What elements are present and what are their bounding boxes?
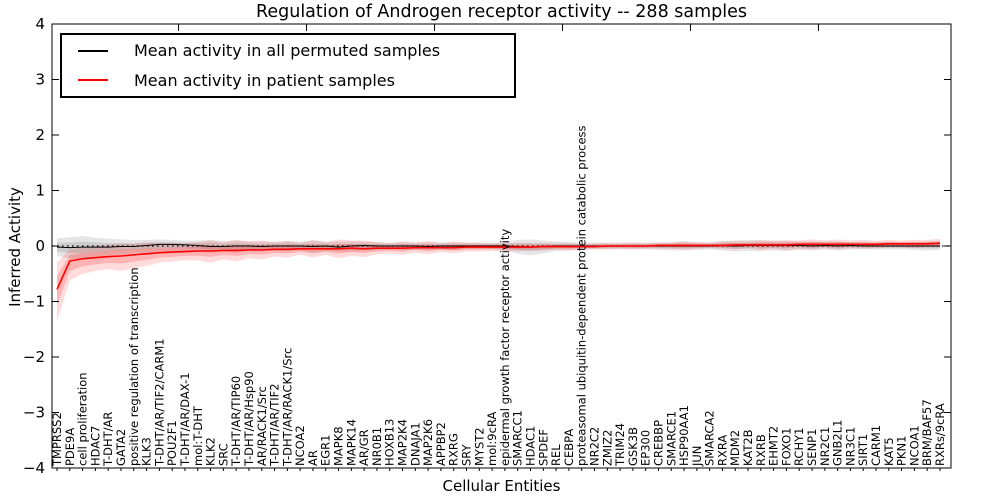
x-tick-label: AR/RACK1/Src (255, 386, 269, 466)
x-tick-label: MAP2K6 (421, 419, 435, 466)
x-tick-label: JUN (690, 446, 704, 467)
x-tick-label: CREBBP (651, 420, 665, 466)
x-tick-label: RCHY1 (792, 428, 806, 466)
legend-row-patient: Mean activity in patient samples (62, 66, 514, 94)
x-tick-label: POU2F1 (165, 420, 179, 466)
y-tick-label: −1 (23, 293, 45, 311)
x-tick-label: EGR1 (319, 435, 333, 467)
x-tick-label: NCOA1 (907, 425, 921, 466)
x-tick-label: T-DHT/AR/TIF2/CARM1 (152, 338, 166, 467)
x-tick-label: NR2C2 (587, 427, 601, 466)
x-tick-label: CARM1 (869, 425, 883, 466)
x-tick-label: CEBPA (562, 429, 576, 466)
x-tick-label: mol:9cRA (485, 412, 499, 466)
y-tick-label: 2 (35, 126, 45, 144)
x-tick-label: SMARCC1 (511, 410, 525, 466)
x-axis-label: Cellular Entities (442, 477, 561, 495)
x-tick-label: RXRs/9cRA (933, 403, 947, 466)
x-tick-label: SIRT1 (856, 434, 870, 466)
x-tick-label: SMARCE1 (664, 411, 678, 466)
x-tick-label: EHMT2 (767, 426, 781, 466)
x-tick-label: T-DHT/AR/TIF2 (268, 383, 282, 467)
x-tick-label: RXRB (754, 434, 768, 466)
x-tick-label: GATA2 (114, 429, 128, 466)
x-tick-label: MDM2 (728, 430, 742, 466)
permuted-mean-line (56, 243, 940, 249)
x-tick-label: TRIM24 (613, 423, 627, 467)
x-tick-label: NCOA2 (293, 425, 307, 466)
x-tick-label: NR0B1 (370, 427, 384, 466)
permuted-line-sample (78, 49, 108, 52)
x-tick-label: AR/GR (357, 429, 371, 466)
y-tick-label: 4 (35, 15, 45, 33)
x-tick-label: T-DHT/AR/TIP60 (229, 376, 243, 467)
x-tick-label: HOXB13 (383, 419, 397, 466)
x-tick-label: MYST2 (472, 427, 486, 466)
x-tick-label: AR (306, 450, 320, 466)
y-tick-label: 1 (35, 182, 45, 200)
x-tick-label: NR3C1 (843, 427, 857, 466)
x-tick-label: FOXO1 (779, 428, 793, 466)
legend-label-permuted: Mean activity in all permuted samples (134, 41, 441, 61)
legend-row-permuted: Mean activity in all permuted samples (62, 37, 514, 65)
x-tick-label: SRC (216, 443, 230, 466)
x-tick-label: PDE9A (63, 428, 77, 466)
x-tick-label: TMPRSS2 (50, 412, 64, 467)
x-tick-label: cell proliferation (76, 372, 90, 466)
y-tick-label: 0 (35, 237, 45, 255)
x-tick-label: T-DHT/AR/RACK1/Src (280, 348, 294, 467)
x-tick-label: epidermal growth factor receptor activit… (498, 229, 512, 466)
chart-title: Regulation of Androgen receptor activity… (255, 2, 748, 22)
y-tick-label: −2 (23, 348, 45, 366)
legend: Mean activity in all permuted samples Me… (60, 33, 516, 98)
x-tick-label: MAPK8 (332, 426, 346, 466)
x-tick-label: HDAC1 (523, 426, 537, 466)
x-tick-label: REL (549, 444, 563, 466)
x-tick-label: GNB2L1 (831, 420, 845, 466)
x-tick-label: KLK2 (204, 437, 218, 466)
x-tick-label: APPBP2 (434, 422, 448, 466)
x-tick-label: NR2C1 (818, 427, 832, 466)
patient-band-outer (57, 238, 940, 321)
x-tick-label: T-DHT/AR (101, 412, 115, 467)
x-tick-label: proteasomal ubiquitin-dependent protein … (575, 125, 589, 466)
y-tick-label: −3 (23, 404, 45, 422)
x-tick-label: mol:T-DHT (191, 405, 205, 466)
patient-mean-line (56, 242, 941, 290)
x-tick-label: MAP2K4 (396, 419, 410, 466)
x-tick-label: GSK3B (626, 427, 640, 466)
x-tick-label: SENP1 (805, 429, 819, 466)
patient-line-sample (78, 79, 108, 82)
x-tick-label: T-DHT/AR/Hsp90 (242, 371, 256, 467)
x-tick-label: MAPK14 (344, 419, 358, 466)
x-tick-label: BRM/BAF57 (920, 399, 934, 466)
x-tick-label: DNAJA1 (408, 422, 422, 466)
x-tick-label: HSP90AA1 (677, 405, 691, 466)
x-tick-label: SPDEF (536, 429, 550, 466)
x-tick-label: T-DHT/AR/DAX-1 (178, 372, 192, 467)
x-tick-label: SMARCA2 (703, 410, 717, 466)
x-tick-label: RXRG (447, 433, 461, 466)
x-tick-label: KAT5 (882, 437, 896, 466)
y-tick-label: 3 (35, 71, 45, 89)
x-tick-label: EP300 (639, 430, 653, 466)
x-tick-label: SRY (460, 443, 474, 466)
x-tick-label: HDAC7 (88, 426, 102, 466)
x-tick-label: ZMIZ2 (600, 430, 614, 466)
y-axis-label: Inferred Activity (6, 187, 24, 307)
x-tick-label: PKN1 (895, 436, 909, 466)
y-tick-label: −4 (23, 459, 45, 477)
x-tick-label: RXRA (715, 435, 729, 466)
x-tick-label: KLK3 (140, 437, 154, 466)
x-tick-label: KAT2B (741, 429, 755, 466)
x-tick-label: positive regulation of transcription (127, 267, 141, 466)
legend-label-patient: Mean activity in patient samples (134, 70, 395, 90)
